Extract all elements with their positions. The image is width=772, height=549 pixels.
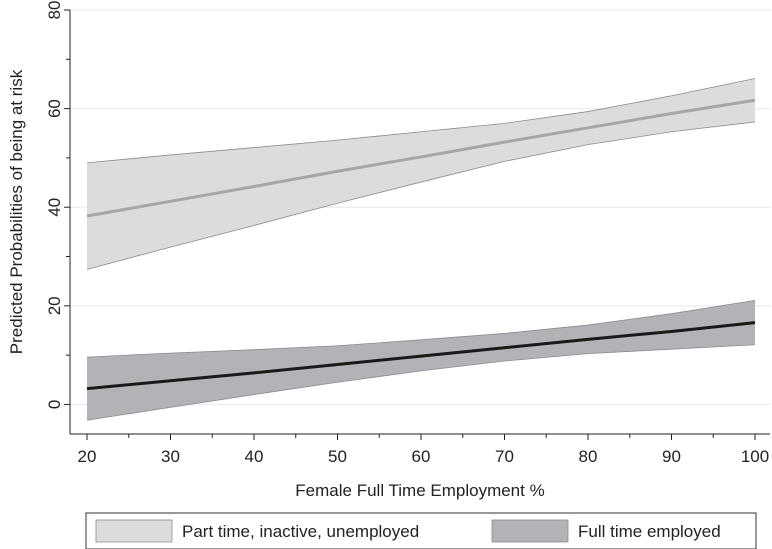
axes: 0 20 40 60 80 20 30 40 50 60 70 80 90 100 <box>45 1 770 466</box>
confidence-band-1 <box>87 300 755 421</box>
x-tick-label: 90 <box>662 447 681 466</box>
y-tick-label: 80 <box>45 1 64 20</box>
band-upper-edge-1 <box>86 299 756 358</box>
series-line-1 <box>86 321 756 391</box>
confidence-bands <box>86 78 756 421</box>
band-lower-edge-1 <box>86 344 756 421</box>
confidence-band-0 <box>87 78 755 270</box>
x-tick-label: 60 <box>412 447 431 466</box>
legend-label-full-time: Full time employed <box>578 522 721 541</box>
series-lines <box>86 98 756 391</box>
x-tick-label: 20 <box>78 447 97 466</box>
legend: Part time, inactive, unemployed Full tim… <box>85 512 757 549</box>
y-axis-title: Predicted Probabilities of being at risk <box>7 69 26 354</box>
series-line-0 <box>86 98 756 218</box>
x-tick-label: 40 <box>245 447 264 466</box>
legend-frame <box>85 512 757 549</box>
y-tick-label: 0 <box>45 400 64 409</box>
legend-label-part-time: Part time, inactive, unemployed <box>182 522 419 541</box>
band-upper-edge-0 <box>86 78 756 164</box>
x-tick-label: 80 <box>579 447 598 466</box>
x-tick-label: 50 <box>328 447 347 466</box>
x-tick-label: 70 <box>495 447 514 466</box>
x-axis-title: Female Full Time Employment % <box>295 481 544 500</box>
band-lower-edge-0 <box>86 121 756 270</box>
x-tick-label: 30 <box>161 447 180 466</box>
legend-swatch-part-time <box>95 519 173 543</box>
legend-swatch-full-time <box>491 519 569 543</box>
y-tick-label: 60 <box>45 99 64 118</box>
x-tick-label: 100 <box>741 447 769 466</box>
y-tick-label: 40 <box>45 198 64 217</box>
y-tick-label: 20 <box>45 296 64 315</box>
